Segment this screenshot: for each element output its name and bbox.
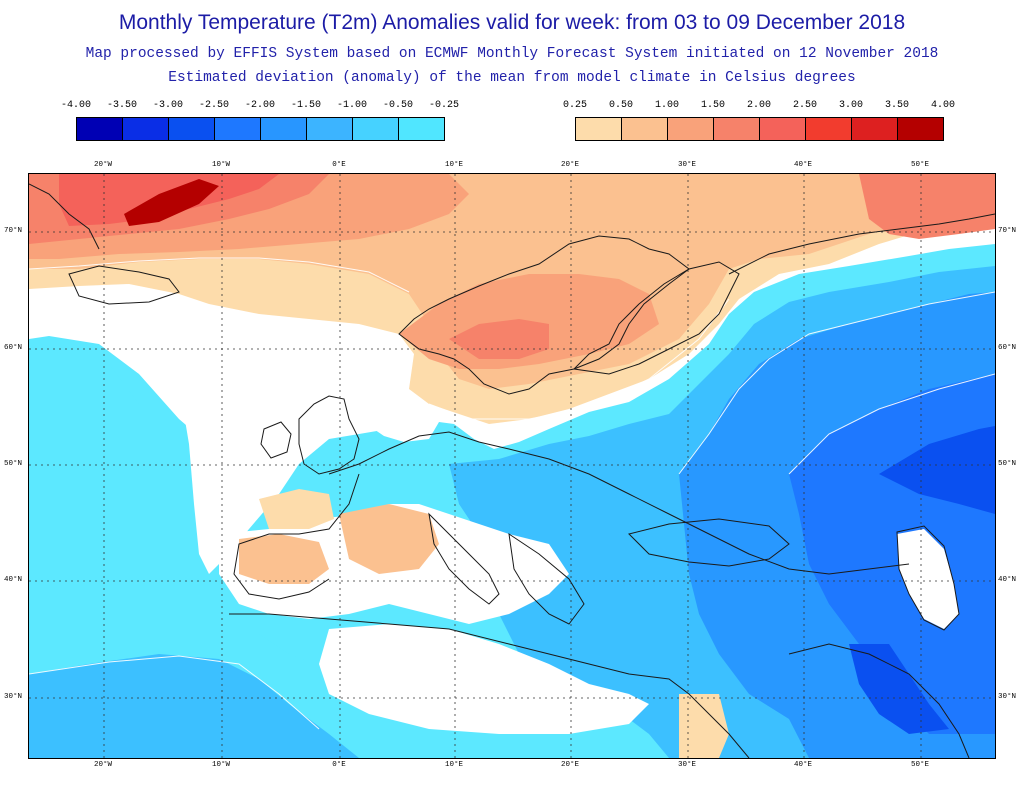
latitude-label: 30°N <box>4 693 23 701</box>
scale-negative-swatch <box>215 118 261 140</box>
color-scale-positive-swatches <box>575 117 944 141</box>
coastline-north-africa <box>229 613 750 758</box>
graticule <box>29 174 995 758</box>
longitude-label: 20°E <box>560 761 580 769</box>
coastline-black-sea <box>628 518 790 567</box>
coastline-scandinavia <box>398 235 690 395</box>
scale-positive-label: 2.50 <box>792 100 818 111</box>
scale-positive-swatch <box>714 118 760 140</box>
neutral-zone-north-africa <box>319 624 649 734</box>
warm-anomaly-arctic-core <box>124 179 219 226</box>
coastline-arabia <box>788 643 970 758</box>
latitude-label: 40°N <box>4 576 23 584</box>
scale-negative-label: -3.50 <box>106 100 138 111</box>
map-title: Monthly Temperature (T2m) Anomalies vali… <box>118 11 906 34</box>
coastline-britain <box>298 395 360 475</box>
coastlines <box>29 183 995 758</box>
scale-positive-label: 0.25 <box>562 100 588 111</box>
scale-negative-swatch <box>169 118 215 140</box>
latitude-label: 60°N <box>4 344 23 352</box>
longitude-label: 10°W <box>211 161 231 169</box>
scale-negative-label: -1.00 <box>336 100 368 111</box>
scale-positive-label: 0.50 <box>608 100 634 111</box>
scale-positive-swatch <box>852 118 898 140</box>
longitude-label: 0°E <box>332 761 346 769</box>
scale-negative-swatch <box>123 118 169 140</box>
coastline-italy <box>428 512 500 605</box>
warm-anomaly-libya <box>679 694 729 758</box>
coastline-russia-north <box>728 213 995 275</box>
scale-negative-label: -3.00 <box>152 100 184 111</box>
latitude-label: 30°N <box>998 693 1017 701</box>
color-scale-negative-swatches <box>76 117 445 141</box>
warm-anomaly-northeast <box>859 174 995 239</box>
scale-positive-swatch <box>806 118 852 140</box>
neutral-zone-caspian <box>897 529 959 629</box>
contour-lines <box>29 257 995 730</box>
coastline-continental-europe <box>233 431 910 600</box>
longitude-label: 10°W <box>211 761 231 769</box>
longitude-label: 50°E <box>910 761 930 769</box>
cold-anomaly-west-atlantic <box>29 339 189 619</box>
scale-positive-swatch <box>576 118 622 140</box>
scale-negative-swatch <box>307 118 353 140</box>
scale-negative-swatch <box>261 118 307 140</box>
scale-negative-label: -4.00 <box>60 100 92 111</box>
longitude-label: 0°E <box>332 161 346 169</box>
scale-negative-label: -2.00 <box>244 100 276 111</box>
warm-anomaly-balkans <box>339 504 439 574</box>
scale-positive-label: 1.00 <box>654 100 680 111</box>
latitude-label: 50°N <box>998 460 1017 468</box>
longitude-label: 20°W <box>93 161 113 169</box>
longitude-label: 10°E <box>444 161 464 169</box>
scale-negative-label: -2.50 <box>198 100 230 111</box>
longitude-label: 50°E <box>910 161 930 169</box>
cold-anomaly-southeast-core <box>849 644 949 734</box>
coastline-iceland <box>68 265 180 305</box>
scale-positive-swatch <box>760 118 806 140</box>
coastline-greenland <box>29 183 100 250</box>
longitude-label: 20°W <box>93 761 113 769</box>
scale-negative-swatch <box>399 118 444 140</box>
scale-negative-label: -0.25 <box>428 100 460 111</box>
longitude-label: 30°E <box>677 761 697 769</box>
anomaly-map-canvas <box>29 174 995 758</box>
longitude-label: 20°E <box>560 161 580 169</box>
anomaly-map <box>28 173 996 759</box>
warm-anomaly-iberia <box>239 534 329 584</box>
coastline-ireland <box>260 421 292 459</box>
cold-anomaly-core-region <box>879 426 995 514</box>
scale-positive-label: 4.00 <box>930 100 956 111</box>
map-subtitle-processing: Map processed by EFFIS System based on E… <box>85 46 939 62</box>
scale-positive-label: 3.50 <box>884 100 910 111</box>
scale-negative-label: -1.50 <box>290 100 322 111</box>
longitude-label: 40°E <box>793 761 813 769</box>
scale-positive-label: 3.00 <box>838 100 864 111</box>
latitude-label: 60°N <box>998 344 1017 352</box>
longitude-label: 40°E <box>793 161 813 169</box>
coastline-finland <box>572 261 740 375</box>
scale-positive-swatch <box>668 118 714 140</box>
scale-positive-swatch <box>898 118 943 140</box>
map-subtitle-units: Estimated deviation (anomaly) of the mea… <box>168 70 856 86</box>
coastline-balkans-greece <box>508 532 585 625</box>
latitude-label: 70°N <box>4 227 23 235</box>
warm-anomaly-france <box>259 489 334 529</box>
scale-negative-swatch <box>77 118 123 140</box>
latitude-label: 70°N <box>998 227 1017 235</box>
scale-positive-label: 1.50 <box>700 100 726 111</box>
cold-anomaly-southwest-medium <box>29 654 359 758</box>
longitude-label: 30°E <box>677 161 697 169</box>
scale-negative-label: -0.50 <box>382 100 414 111</box>
latitude-label: 50°N <box>4 460 23 468</box>
scale-negative-swatch <box>353 118 399 140</box>
longitude-label: 10°E <box>444 761 464 769</box>
scale-positive-swatch <box>622 118 668 140</box>
scale-positive-label: 2.00 <box>746 100 772 111</box>
latitude-label: 40°N <box>998 576 1017 584</box>
coastline-caspian-sea <box>896 525 960 631</box>
neutral-zone-central <box>169 284 434 574</box>
